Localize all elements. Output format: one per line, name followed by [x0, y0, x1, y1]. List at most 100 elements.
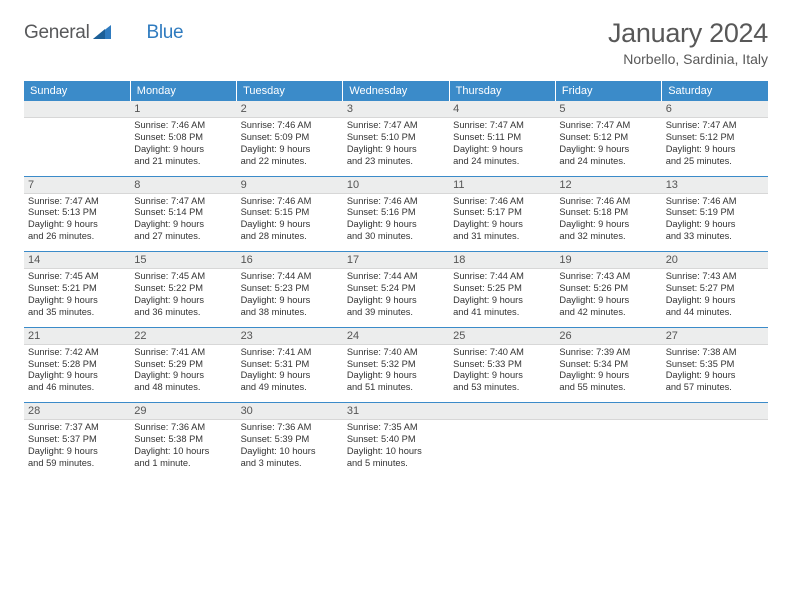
day-detail-line: Daylight: 9 hours	[559, 219, 657, 231]
day-detail-line: and 38 minutes.	[241, 307, 339, 319]
day-detail-line: Sunset: 5:09 PM	[241, 132, 339, 144]
day-detail-lines: Sunrise: 7:46 AMSunset: 5:15 PMDaylight:…	[241, 196, 339, 244]
weekday-header: Saturday	[662, 81, 768, 101]
day-number-empty	[555, 403, 661, 420]
day-number: 21	[24, 328, 130, 345]
day-detail-line: Sunrise: 7:41 AM	[241, 347, 339, 359]
day-detail-line: Sunset: 5:13 PM	[28, 207, 126, 219]
calendar-day-cell: 9 Sunrise: 7:46 AMSunset: 5:15 PMDaylight…	[237, 176, 343, 252]
day-detail-lines: Sunrise: 7:45 AMSunset: 5:21 PMDaylight:…	[28, 271, 126, 319]
day-detail-line: Daylight: 9 hours	[666, 219, 764, 231]
day-detail-line: Daylight: 9 hours	[134, 144, 232, 156]
day-detail-line: Sunrise: 7:47 AM	[28, 196, 126, 208]
day-detail-line: and 36 minutes.	[134, 307, 232, 319]
day-detail-line: Sunset: 5:40 PM	[347, 434, 445, 446]
calendar-day-cell: 18Sunrise: 7:44 AMSunset: 5:25 PMDayligh…	[449, 252, 555, 328]
day-detail-lines: Sunrise: 7:44 AMSunset: 5:25 PMDaylight:…	[453, 271, 551, 319]
day-detail-line: and 24 minutes.	[453, 156, 551, 168]
day-detail-line: Sunrise: 7:44 AM	[347, 271, 445, 283]
day-detail-lines: Sunrise: 7:47 AMSunset: 5:12 PMDaylight:…	[666, 120, 764, 168]
day-number-empty	[662, 403, 768, 420]
day-detail-line: Sunrise: 7:44 AM	[241, 271, 339, 283]
day-detail-line: and 23 minutes.	[347, 156, 445, 168]
day-detail-line: Sunset: 5:33 PM	[453, 359, 551, 371]
day-detail-line: Daylight: 9 hours	[347, 219, 445, 231]
weekday-header: Friday	[555, 81, 661, 101]
day-detail-line: and 22 minutes.	[241, 156, 339, 168]
weekday-header: Monday	[130, 81, 236, 101]
calendar-day-cell: 22Sunrise: 7:41 AMSunset: 5:29 PMDayligh…	[130, 327, 236, 403]
calendar-table: SundayMondayTuesdayWednesdayThursdayFrid…	[24, 81, 768, 478]
calendar-header-row: SundayMondayTuesdayWednesdayThursdayFrid…	[24, 81, 768, 101]
day-detail-line: Sunrise: 7:46 AM	[241, 196, 339, 208]
month-title: January 2024	[608, 18, 768, 49]
day-detail-lines: Sunrise: 7:39 AMSunset: 5:34 PMDaylight:…	[559, 347, 657, 395]
day-detail-line: and 59 minutes.	[28, 458, 126, 470]
day-number: 23	[237, 328, 343, 345]
day-detail-lines: Sunrise: 7:37 AMSunset: 5:37 PMDaylight:…	[28, 422, 126, 470]
day-detail-lines: Sunrise: 7:45 AMSunset: 5:22 PMDaylight:…	[134, 271, 232, 319]
day-number: 20	[662, 252, 768, 269]
weekday-header: Sunday	[24, 81, 130, 101]
day-detail-line: Sunrise: 7:44 AM	[453, 271, 551, 283]
day-detail-line: Sunset: 5:08 PM	[134, 132, 232, 144]
calendar-day-cell: 4Sunrise: 7:47 AMSunset: 5:11 PMDaylight…	[449, 101, 555, 176]
day-detail-line: Sunset: 5:10 PM	[347, 132, 445, 144]
day-number: 29	[130, 403, 236, 420]
day-detail-lines: Sunrise: 7:35 AMSunset: 5:40 PMDaylight:…	[347, 422, 445, 470]
calendar-page: General Blue January 2024 Norbello, Sard…	[0, 0, 792, 490]
day-detail-line: and 21 minutes.	[134, 156, 232, 168]
day-number: 2	[237, 101, 343, 118]
day-detail-line: Sunset: 5:24 PM	[347, 283, 445, 295]
day-detail-line: and 44 minutes.	[666, 307, 764, 319]
day-detail-line: Sunset: 5:12 PM	[666, 132, 764, 144]
day-number: 7	[24, 177, 130, 194]
calendar-day-cell: 3Sunrise: 7:47 AMSunset: 5:10 PMDaylight…	[343, 101, 449, 176]
day-detail-lines: Sunrise: 7:46 AMSunset: 5:19 PMDaylight:…	[666, 196, 764, 244]
calendar-day-cell: 8Sunrise: 7:47 AMSunset: 5:14 PMDaylight…	[130, 176, 236, 252]
calendar-week-row: 14Sunrise: 7:45 AMSunset: 5:21 PMDayligh…	[24, 252, 768, 328]
calendar-day-cell: 12Sunrise: 7:46 AMSunset: 5:18 PMDayligh…	[555, 176, 661, 252]
calendar-day-cell: 13 Sunrise: 7:46 AMSunset: 5:19 PMDayligh…	[662, 176, 768, 252]
day-detail-line: Sunrise: 7:47 AM	[134, 196, 232, 208]
day-detail-line: Sunset: 5:19 PM	[666, 207, 764, 219]
day-number: 15	[130, 252, 236, 269]
day-number-empty	[24, 101, 130, 118]
day-number: 13	[662, 177, 768, 194]
day-detail-line: Daylight: 9 hours	[241, 370, 339, 382]
day-detail-line: Sunrise: 7:41 AM	[134, 347, 232, 359]
day-detail-line: Daylight: 9 hours	[559, 370, 657, 382]
calendar-day-cell: 27Sunrise: 7:38 AMSunset: 5:35 PMDayligh…	[662, 327, 768, 403]
day-detail-line: Sunrise: 7:45 AM	[134, 271, 232, 283]
day-detail-line: Daylight: 10 hours	[134, 446, 232, 458]
calendar-day-cell: 28Sunrise: 7:37 AMSunset: 5:37 PMDayligh…	[24, 403, 130, 478]
day-detail-line: and 28 minutes.	[241, 231, 339, 243]
calendar-day-cell: 2Sunrise: 7:46 AMSunset: 5:09 PMDaylight…	[237, 101, 343, 176]
day-detail-line: Sunset: 5:17 PM	[453, 207, 551, 219]
calendar-day-cell: 23 Sunrise: 7:41 AMSunset: 5:31 PMDayligh…	[237, 327, 343, 403]
day-detail-line: Sunrise: 7:42 AM	[28, 347, 126, 359]
day-detail-line: Sunrise: 7:43 AM	[559, 271, 657, 283]
day-detail-line: Sunset: 5:31 PM	[241, 359, 339, 371]
day-detail-line: Daylight: 9 hours	[241, 219, 339, 231]
weekday-header: Thursday	[449, 81, 555, 101]
day-detail-line: and 55 minutes.	[559, 382, 657, 394]
day-detail-line: and 35 minutes.	[28, 307, 126, 319]
calendar-day-cell: 17Sunrise: 7:44 AMSunset: 5:24 PMDayligh…	[343, 252, 449, 328]
day-number: 10	[343, 177, 449, 194]
day-detail-lines: Sunrise: 7:46 AMSunset: 5:08 PMDaylight:…	[134, 120, 232, 168]
day-number: 9	[237, 177, 343, 194]
title-block: January 2024 Norbello, Sardinia, Italy	[608, 18, 768, 67]
day-detail-line: Daylight: 9 hours	[241, 144, 339, 156]
day-detail-line: Sunrise: 7:46 AM	[559, 196, 657, 208]
weekday-header: Wednesday	[343, 81, 449, 101]
day-detail-line: Daylight: 9 hours	[134, 219, 232, 231]
calendar-day-cell: 7Sunrise: 7:47 AMSunset: 5:13 PMDaylight…	[24, 176, 130, 252]
day-detail-line: Sunset: 5:11 PM	[453, 132, 551, 144]
day-detail-line: Sunset: 5:35 PM	[666, 359, 764, 371]
day-detail-line: and 51 minutes.	[347, 382, 445, 394]
day-detail-line: Sunrise: 7:40 AM	[453, 347, 551, 359]
day-detail-line: Sunset: 5:18 PM	[559, 207, 657, 219]
day-number: 1	[130, 101, 236, 118]
day-detail-line: and 39 minutes.	[347, 307, 445, 319]
